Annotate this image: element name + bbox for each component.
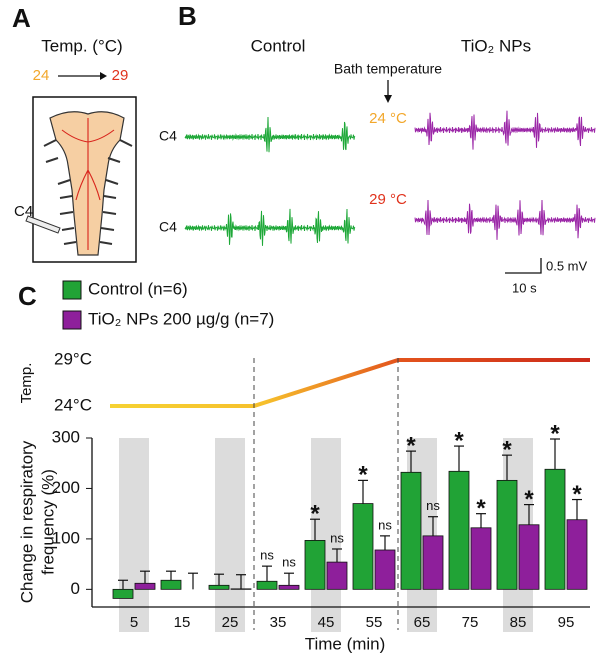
- x-tick-label: 75: [462, 614, 479, 631]
- panel-label: B: [178, 1, 197, 31]
- y-tick-label: 200: [52, 478, 80, 497]
- x-tick-label: 35: [270, 614, 287, 631]
- y-tick-label: 0: [71, 579, 80, 598]
- x-tick-label: 65: [414, 614, 431, 631]
- electrode-label: C4: [14, 203, 33, 220]
- shaded-band: [311, 438, 341, 632]
- significance: ns: [330, 530, 344, 545]
- bar: [326, 561, 348, 590]
- temp-title: Temp. (°C): [41, 36, 122, 55]
- x-tick-label: 25: [222, 614, 239, 631]
- temp-to: 29: [112, 67, 129, 84]
- significance: *: [502, 436, 512, 463]
- temp-from: 24: [33, 67, 50, 84]
- bar: [256, 580, 278, 590]
- legend-label: Control (n=6): [88, 279, 188, 298]
- bar: [160, 579, 182, 590]
- x-tick-label: 15: [174, 614, 191, 631]
- bar: [544, 468, 566, 590]
- significance: *: [454, 427, 464, 454]
- row-label: C4: [159, 219, 177, 235]
- y-tick-label: 24°C: [54, 395, 92, 414]
- trace: [414, 110, 596, 150]
- significance: ns: [282, 555, 296, 570]
- bar: [448, 470, 470, 590]
- bar: [304, 540, 326, 590]
- significance: *: [572, 481, 582, 508]
- x-tick-label: 85: [510, 614, 527, 631]
- significance: *: [550, 420, 560, 447]
- temp-high: 29 °C: [369, 191, 407, 208]
- y-tick-label: 300: [52, 427, 80, 446]
- bar: [422, 535, 444, 590]
- legend-label: TiO₂ NPs 200 µg/g (n=7): [88, 309, 274, 328]
- bar: [566, 519, 588, 590]
- y-label: Change in respiratory: [17, 440, 36, 603]
- electrode: [25, 215, 61, 234]
- significance: *: [406, 432, 416, 459]
- roots: [43, 139, 133, 245]
- traces: [184, 110, 596, 246]
- trace: [184, 208, 356, 246]
- row-label: C4: [159, 128, 177, 144]
- panel-label: A: [12, 3, 31, 33]
- significance: ns: [426, 498, 440, 513]
- x-label: Time (min): [305, 634, 386, 653]
- x-tick-label: 55: [366, 614, 383, 631]
- scale-v: 0.5 mV: [546, 258, 588, 273]
- bar: [134, 582, 156, 590]
- y-tick-label: 100: [52, 528, 80, 547]
- bath-label: Bath temperature: [334, 61, 442, 77]
- col-title: TiO₂ NPs: [461, 36, 531, 55]
- x-tick-label: 45: [318, 614, 335, 631]
- bar: [208, 584, 230, 590]
- significance: ns: [378, 517, 392, 532]
- bar: [352, 503, 374, 590]
- scale-t: 10 s: [512, 280, 537, 295]
- trace: [414, 199, 596, 240]
- temperature-line: [110, 358, 590, 408]
- bar: [374, 549, 396, 590]
- panel-label: C: [18, 281, 37, 311]
- y-tick-label: 29°C: [54, 349, 92, 368]
- scale-bar: [505, 258, 542, 274]
- shaded-band: [215, 438, 245, 632]
- bar: [496, 479, 518, 590]
- x-tick-label: 5: [130, 614, 138, 631]
- y-label: frequency (%): [38, 469, 57, 575]
- arrow-head: [100, 72, 107, 80]
- significance: *: [476, 495, 486, 522]
- bar: [230, 588, 252, 590]
- y-label: Temp.: [18, 363, 35, 404]
- bar: [278, 584, 300, 590]
- vessels: [61, 118, 115, 250]
- temp-low: 24 °C: [369, 110, 407, 127]
- col-title: Control: [251, 36, 306, 55]
- significance: *: [358, 462, 368, 489]
- prep-box: [32, 96, 137, 263]
- bar: [400, 471, 422, 590]
- spinal-cord: [49, 111, 125, 256]
- x-tick-label: 95: [558, 614, 575, 631]
- legend-swatch: [62, 310, 82, 330]
- trace: [184, 116, 356, 153]
- significance: ns: [260, 548, 274, 563]
- bar: [518, 524, 540, 590]
- bar: [470, 527, 492, 590]
- legend-swatch: [62, 280, 82, 300]
- bar: [112, 588, 134, 599]
- shaded-band: [119, 438, 149, 632]
- significance: *: [310, 501, 320, 528]
- significance: *: [524, 486, 534, 513]
- arrow-head: [384, 95, 392, 103]
